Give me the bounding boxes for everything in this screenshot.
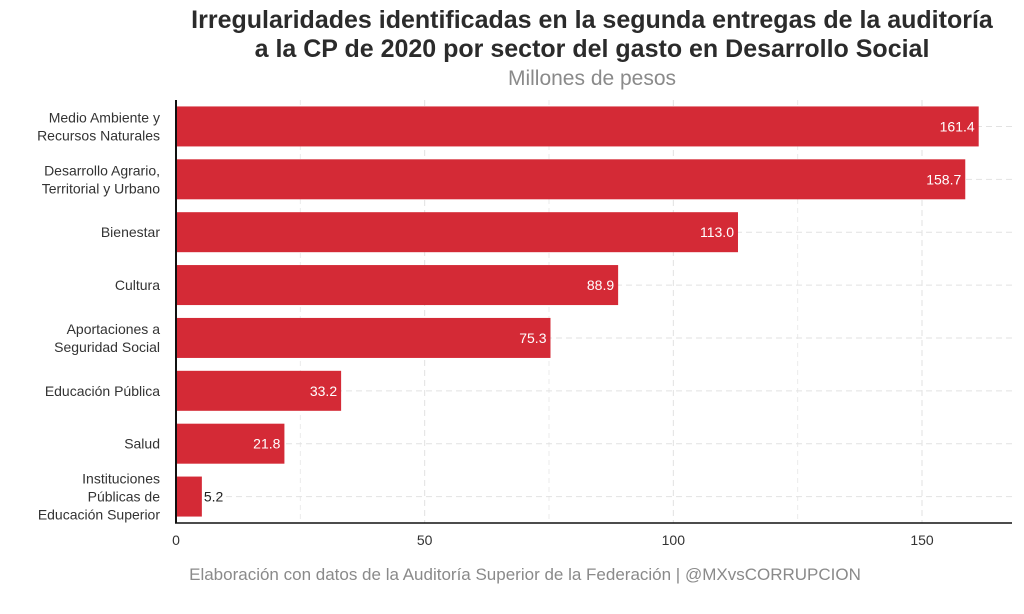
category-label-3-0: Cultura (115, 277, 160, 293)
chart-title: Irregularidades identificadas en la segu… (0, 6, 1024, 64)
x-tick-label-1: 50 (417, 532, 433, 548)
category-label-0-0: Medio Ambiente y (49, 109, 160, 125)
category-label-7-1: Públicas de (88, 489, 161, 505)
category-label-7-2: Educación Superior (38, 507, 161, 523)
x-tick-label-0: 0 (172, 532, 180, 548)
value-label-1: 158.7 (926, 171, 961, 187)
value-label-7: 5.2 (204, 489, 224, 505)
bar-5 (176, 370, 342, 411)
category-label-6-0: Salud (124, 436, 160, 452)
value-label-4: 75.3 (519, 330, 546, 346)
chart-caption: Elaboración con datos de la Auditoría Su… (189, 565, 861, 584)
category-label-7-0: Instituciones (82, 471, 160, 487)
bar-3 (176, 265, 619, 306)
category-label-1-1: Territorial y Urbano (42, 180, 160, 196)
bar-chart: Medio Ambiente y Recursos Naturales 161.4 D… (37, 100, 1012, 548)
category-label-2-0: Bienestar (101, 224, 160, 240)
value-label-3: 88.9 (587, 277, 614, 293)
chart-title-line2: a la CP de 2020 por sector del gasto en … (254, 35, 930, 63)
bar-4 (176, 317, 551, 358)
x-tick-label-3: 150 (910, 532, 934, 548)
category-label-0-1: Recursos Naturales (37, 127, 160, 143)
bar-1 (176, 159, 966, 200)
value-label-6: 21.8 (253, 436, 280, 452)
bar-2 (176, 212, 738, 253)
x-tick-label-2: 100 (662, 532, 686, 548)
category-label-1-0: Desarrollo Agrario, (44, 162, 160, 178)
chart-subtitle: Millones de pesos (507, 67, 677, 90)
bar-7 (176, 476, 202, 517)
value-label-0: 161.4 (940, 118, 975, 134)
value-label-2: 113.0 (700, 224, 734, 240)
value-label-5: 33.2 (310, 383, 337, 399)
category-label-4-0: Aportaciones a (67, 321, 161, 337)
category-label-5-0: Educación Pública (45, 383, 160, 399)
bar-6 (176, 423, 285, 464)
bar-0 (176, 106, 979, 147)
chart-title-line1: Irregularidades identificadas en la segu… (191, 6, 993, 34)
category-label-4-1: Seguridad Social (54, 339, 160, 355)
